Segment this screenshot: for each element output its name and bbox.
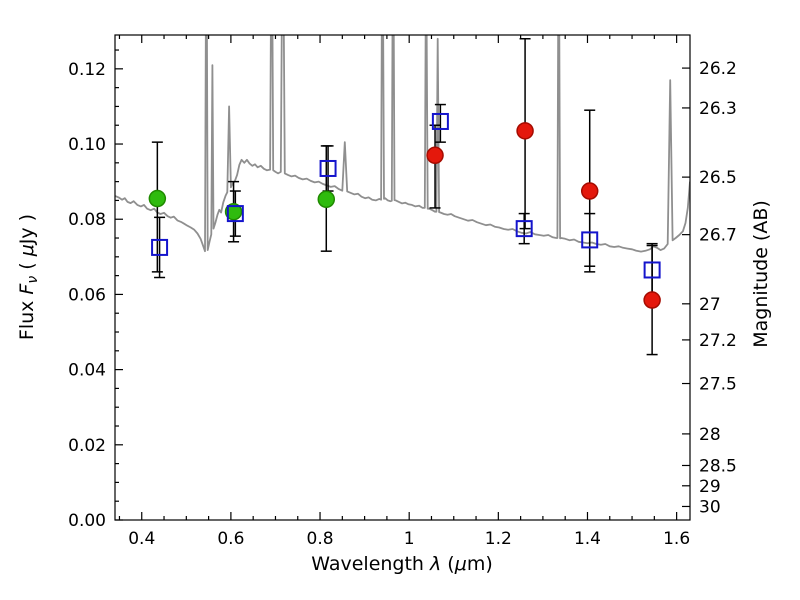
magnitude-tick-label: 27.2 [699,331,737,351]
magnitude-tick-label: 28 [699,425,721,445]
x-tick-label: 1 [404,529,415,549]
x-tick-label: 1.6 [663,529,690,549]
spectrum-line [115,35,690,253]
magnitude-tick-label: 30 [699,497,721,517]
flux-unit: Jy ) [16,213,38,245]
x-tick-label: 1.2 [485,529,512,549]
magnitude-tick-label: 26.2 [699,59,737,79]
x-axis-title: Wavelength λ (μm) [252,553,552,575]
y-axis-title-left: Flux Fν ( μJy ) [16,127,42,427]
x-tick-label: 0.6 [217,529,244,549]
y-axis-title-right: Magnitude (AB) [750,200,772,348]
plot-frame [114,34,691,521]
y-tick-label: 0.10 [68,135,106,155]
green-filled-circles-marker [148,189,167,208]
red-filled-circles-marker [580,182,599,200]
tick-labels: 0.4 0.6 0.8 1 1.2 1.4 1.6 0.00 0.02 0.04 0.06 0.08 0… [68,59,737,549]
green-filled-circles-marker [317,190,336,209]
red-filled-circles-marker [643,291,661,309]
magnitude-tick-label: 28.5 [699,456,737,476]
flux-paren-open: ( [16,256,38,276]
blue-open-squares-marker [226,205,244,223]
magnitude-tick-label: 29 [699,477,721,497]
y-tick-label: 0.06 [68,285,106,305]
red-filled-circles-marker [516,122,534,140]
magnitude-tick-label: 26.5 [699,168,737,188]
green-filled-circles-marker [224,202,243,221]
magnitude-tick-label: 27 [699,295,721,315]
lambda-symbol: λ [430,553,442,575]
red-filled-circles [426,122,661,309]
magnitude-tick-label: 27.5 [699,375,737,395]
flux-symbol: F [16,283,38,295]
x-tick-label: 0.4 [128,529,155,549]
magnitude-tick-label: 26.7 [699,226,737,246]
flux-label-text: Flux [16,294,38,341]
axis-ticks [115,35,690,521]
blue-open-squares-marker [431,112,449,130]
y-tick-label: 0.04 [68,361,106,381]
error-bars [151,38,658,356]
wave-mu-symbol: μ [454,553,467,575]
y-tick-label: 0.08 [68,210,106,230]
y-tick-label: 0.02 [68,436,106,456]
red-filled-circles-marker [426,146,444,165]
blue-open-squares-marker [643,261,661,279]
y-tick-label: 0.00 [68,511,106,531]
flux-nu-subscript: ν [25,275,41,284]
blue-open-squares-marker [319,159,337,177]
wave-paren-open: ( [441,553,455,575]
blue-open-squares-marker [581,231,599,249]
green-filled-circles [148,189,336,221]
wave-unit: m) [466,553,493,575]
blue-open-squares-marker [515,220,533,238]
x-tick-label: 1.4 [574,529,601,549]
blue-open-squares-marker [151,238,169,256]
magnitude-tick-label: 26.3 [699,99,737,119]
flux-mu-symbol: μ [16,244,38,257]
blue-open-squares [151,112,661,279]
y-tick-label: 0.12 [68,60,106,80]
spectrum-line-group [115,35,690,253]
wavelength-label-text: Wavelength [311,553,431,575]
x-tick-label: 0.8 [307,529,334,549]
